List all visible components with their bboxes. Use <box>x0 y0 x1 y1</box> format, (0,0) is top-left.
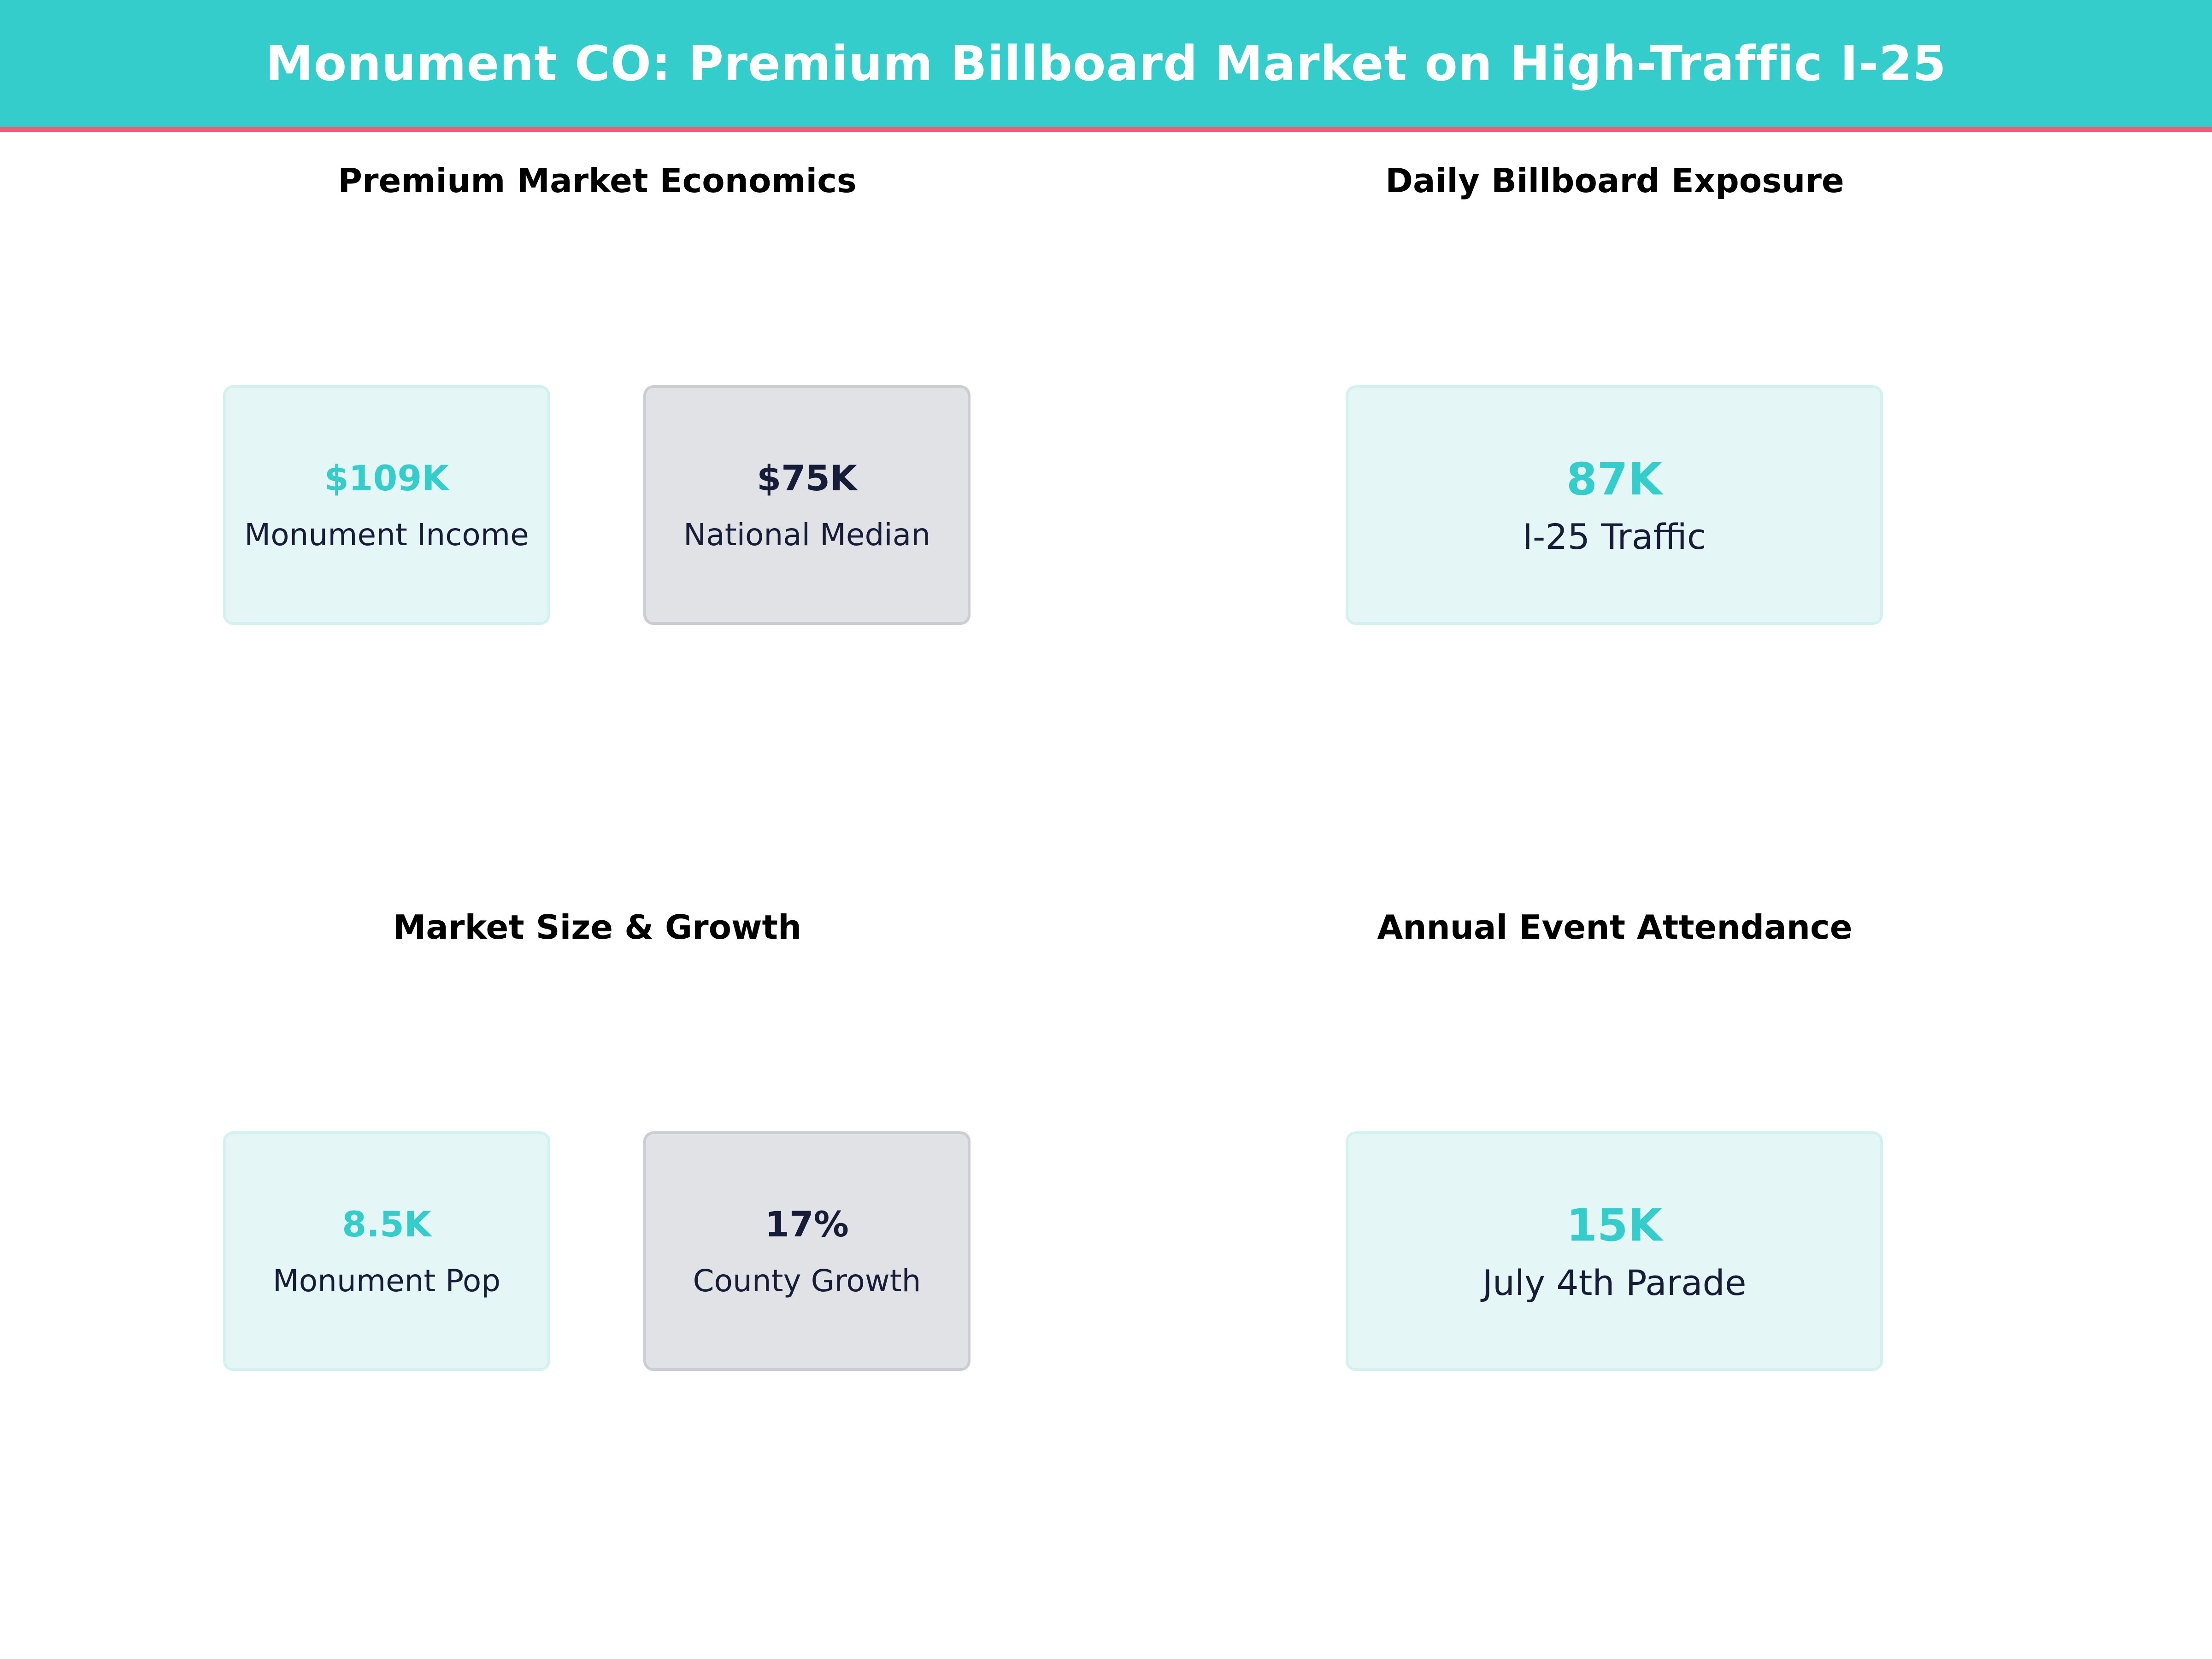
stat-card-july-4th-parade: 15K July 4th Parade <box>1346 1131 1883 1371</box>
page-title: Monument CO: Premium Billboard Market on… <box>265 35 1947 92</box>
stat-label: I-25 Traffic <box>1522 516 1706 557</box>
header-banner: Monument CO: Premium Billboard Market on… <box>0 0 2212 127</box>
stat-label: National Median <box>683 517 931 553</box>
stat-value: $75K <box>757 458 857 499</box>
panel-title-market-size-growth: Market Size & Growth <box>393 908 802 947</box>
stat-label: July 4th Parade <box>1482 1262 1747 1303</box>
panel-title-annual-event-attendance: Annual Event Attendance <box>1377 908 1853 947</box>
stat-card-monument-pop: 8.5K Monument Pop <box>223 1131 550 1371</box>
panel-title-premium-market-economics: Premium Market Economics <box>338 161 857 200</box>
stat-card-county-growth: 17% County Growth <box>643 1131 971 1371</box>
stat-label: Monument Pop <box>272 1263 501 1299</box>
panel-title-daily-billboard-exposure: Daily Billboard Exposure <box>1385 161 1844 200</box>
stat-value: 87K <box>1566 453 1662 505</box>
stat-value: $109K <box>324 458 449 499</box>
stat-label: County Growth <box>693 1263 921 1299</box>
header-accent-stripe <box>0 127 2212 132</box>
stat-value: 17% <box>765 1204 849 1245</box>
stat-card-national-median: $75K National Median <box>643 385 971 625</box>
stat-card-monument-income: $109K Monument Income <box>223 385 550 625</box>
stat-card-i25-traffic: 87K I-25 Traffic <box>1346 385 1883 625</box>
stat-label: Monument Income <box>244 517 529 553</box>
stat-value: 8.5K <box>342 1204 431 1245</box>
stat-value: 15K <box>1566 1199 1662 1251</box>
